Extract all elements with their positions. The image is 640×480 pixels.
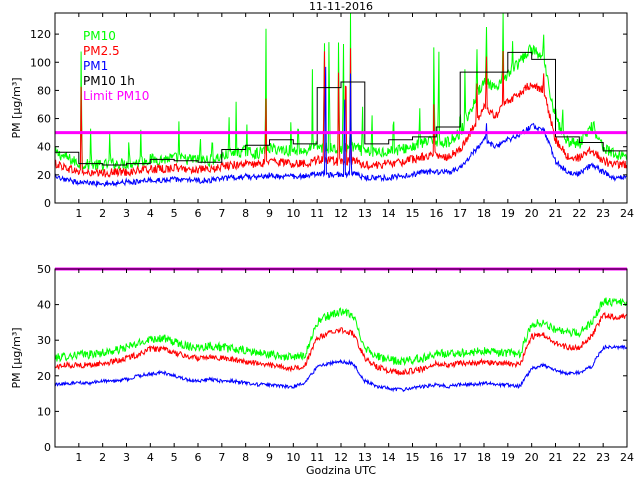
x-tick-label: 16 [429, 207, 443, 220]
series-line-pm10-1h [55, 51, 627, 166]
x-tick-label: 12 [334, 451, 348, 464]
chart-title: 11-11-2016 [309, 0, 373, 13]
series-line-pm1 [55, 66, 627, 188]
legend-entry-pm10: PM10 [83, 29, 116, 43]
y-tick-label: 20 [37, 169, 51, 182]
x-tick-label: 24 [620, 207, 634, 220]
x-tick-label: 2 [99, 207, 106, 220]
x-tick-label: 21 [549, 207, 563, 220]
y-tick-label: 0 [44, 197, 51, 210]
y-tick-label: 60 [37, 113, 51, 126]
x-tick-label: 5 [171, 451, 178, 464]
x-tick-label: 18 [477, 451, 491, 464]
x-tick-label: 7 [218, 451, 225, 464]
x-tick-label: 18 [477, 207, 491, 220]
x-tick-label: 16 [429, 451, 443, 464]
x-tick-label: 11 [310, 451, 324, 464]
x-tick-label: 20 [525, 451, 539, 464]
x-tick-label: 23 [596, 207, 610, 220]
x-tick-label: 7 [218, 207, 225, 220]
y-tick-label: 10 [37, 405, 51, 418]
x-tick-label: 20 [525, 207, 539, 220]
series-line-pm10 [55, 297, 627, 367]
x-tick-label: 9 [266, 451, 273, 464]
y-tick-label: 40 [37, 299, 51, 312]
series-group [55, 13, 627, 188]
x-tick-label: 4 [147, 451, 154, 464]
plot-area [55, 269, 627, 447]
y-tick-label: 100 [30, 56, 51, 69]
x-tick-label: 3 [123, 207, 130, 220]
x-tick-label: 21 [549, 451, 563, 464]
x-tick-label: 9 [266, 207, 273, 220]
y-axis-label: PM [µg/m³] [10, 327, 23, 388]
y-tick-label: 80 [37, 84, 51, 97]
x-tick-label: 1 [75, 207, 82, 220]
series-line-pm2-5 [55, 311, 627, 376]
x-tick-label: 5 [171, 207, 178, 220]
x-tick-label: 12 [334, 207, 348, 220]
x-tick-label: 2 [99, 451, 106, 464]
x-tick-label: 15 [406, 451, 420, 464]
x-tick-label: 13 [358, 207, 372, 220]
x-tick-label: 10 [286, 451, 300, 464]
x-tick-label: 8 [242, 207, 249, 220]
x-tick-label: 23 [596, 451, 610, 464]
x-tick-label: 19 [501, 207, 515, 220]
y-tick-label: 40 [37, 141, 51, 154]
x-tick-label: 10 [286, 207, 300, 220]
x-tick-label: 11 [310, 207, 324, 220]
x-tick-label: 6 [195, 451, 202, 464]
x-tick-label: 19 [501, 451, 515, 464]
x-axis-label: Godzina UTC [306, 464, 376, 477]
bottom-chart-panel: 1 2 3 4 5 6 7 8 9 10 11 12 13 14 15 16 17 18 19 20 21 22 23 240… [10, 263, 634, 477]
x-tick-label: 22 [572, 451, 586, 464]
x-tick-label: 4 [147, 207, 154, 220]
series-group [55, 297, 627, 393]
x-tick-label: 1 [75, 451, 82, 464]
legend-entry-pm1: PM1 [83, 59, 108, 73]
legend-entry-pm10-1h: PM10 1h [83, 74, 135, 88]
x-tick-label: 6 [195, 207, 202, 220]
legend-entry-pm2-5: PM2.5 [83, 44, 120, 58]
y-tick-label: 30 [37, 334, 51, 347]
x-tick-label: 14 [382, 207, 396, 220]
x-tick-label: 17 [453, 207, 467, 220]
y-tick-label: 50 [37, 263, 51, 276]
y-tick-label: 0 [44, 441, 51, 454]
x-tick-label: 14 [382, 451, 396, 464]
x-tick-label: 3 [123, 451, 130, 464]
x-tick-label: 22 [572, 207, 586, 220]
y-axis-label: PM [µg/m³] [10, 77, 23, 138]
x-tick-label: 24 [620, 451, 634, 464]
top-chart-panel: 1 2 3 4 5 6 7 8 9 10 11 12 13 14 15 16 17 18 19 20 21 22 23 240… [10, 12, 634, 220]
x-tick-label: 15 [406, 207, 420, 220]
series-line-pm1 [55, 344, 627, 393]
plot-area [55, 13, 627, 203]
series-line-pm10 [55, 13, 627, 171]
series-line-pm2-5 [55, 48, 627, 178]
x-tick-label: 8 [242, 451, 249, 464]
y-tick-label: 120 [30, 28, 51, 41]
x-tick-label: 13 [358, 451, 372, 464]
y-tick-label: 20 [37, 370, 51, 383]
legend-entry-limit-pm10: Limit PM10 [83, 89, 149, 103]
x-tick-label: 17 [453, 451, 467, 464]
